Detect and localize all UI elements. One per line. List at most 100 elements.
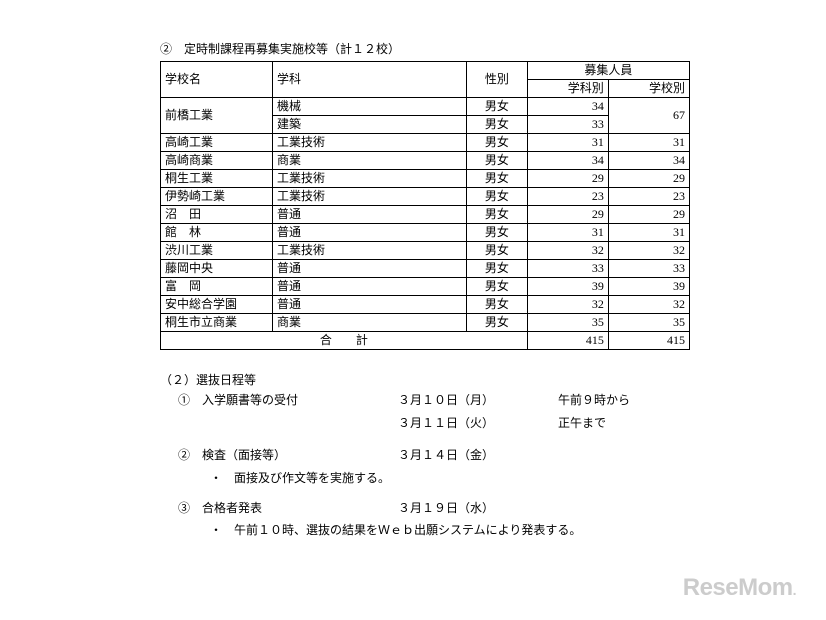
cell-gender: 男女 (467, 296, 528, 314)
cell-school: 藤岡中央 (161, 260, 273, 278)
cell-school-num: 32 (608, 296, 689, 314)
cell-dept-num: 23 (527, 188, 608, 206)
total-row: 合 計 415 415 (161, 332, 690, 350)
table-row: 高崎商業商業男女3434 (161, 152, 690, 170)
schedule-label: ③ 合格者発表 (178, 498, 398, 518)
cell-dept: 建築 (272, 116, 466, 134)
cell-gender: 男女 (467, 206, 528, 224)
cell-gender: 男女 (467, 116, 528, 134)
cell-school: 桐生工業 (161, 170, 273, 188)
cell-school: 安中総合学園 (161, 296, 273, 314)
table-row: 伊勢崎工業工業技術男女2323 (161, 188, 690, 206)
cell-gender: 男女 (467, 242, 528, 260)
cell-dept: 工業技術 (272, 134, 466, 152)
cell-dept: 普通 (272, 260, 466, 278)
schedule-label (178, 413, 398, 433)
watermark-logo: ReseMom. (683, 574, 796, 602)
cell-school-num: 39 (608, 278, 689, 296)
cell-dept-num: 29 (527, 170, 608, 188)
cell-school: 沼 田 (161, 206, 273, 224)
th-quota-dept: 学科別 (527, 80, 608, 98)
cell-gender: 男女 (467, 152, 528, 170)
cell-dept-num: 34 (527, 152, 608, 170)
cell-dept-num: 33 (527, 116, 608, 134)
cell-dept-num: 32 (527, 296, 608, 314)
cell-dept: 工業技術 (272, 170, 466, 188)
cell-gender: 男女 (467, 98, 528, 116)
cell-dept: 商業 (272, 314, 466, 332)
schedule-note: ・ 面接及び作文等を実施する。 (160, 468, 696, 488)
table-row: 渋川工業工業技術男女3232 (161, 242, 690, 260)
table-row: 沼 田普通男女2929 (161, 206, 690, 224)
cell-gender: 男女 (467, 278, 528, 296)
total-label: 合 計 (161, 332, 528, 350)
cell-dept: 商業 (272, 152, 466, 170)
cell-school: 富 岡 (161, 278, 273, 296)
cell-school: 桐生市立商業 (161, 314, 273, 332)
cell-school: 高崎商業 (161, 152, 273, 170)
cell-school-num: 31 (608, 224, 689, 242)
cell-school-num: 23 (608, 188, 689, 206)
cell-school: 高崎工業 (161, 134, 273, 152)
cell-dept: 工業技術 (272, 188, 466, 206)
th-dept: 学科 (272, 62, 466, 98)
cell-dept-num: 34 (527, 98, 608, 116)
section-title: ② 定時制課程再募集実施校等（計１２校） (160, 40, 696, 57)
cell-gender: 男女 (467, 170, 528, 188)
table-row: 高崎工業工業技術男女3131 (161, 134, 690, 152)
schedule-time: 午前９時から (558, 390, 630, 410)
schedule-line: ① 入学願書等の受付３月１０日（月）午前９時から (160, 390, 696, 410)
schedule-line: ３月１１日（火）正午まで (160, 413, 696, 433)
schedule-date: ３月１４日（金） (398, 445, 558, 465)
cell-dept-num: 31 (527, 134, 608, 152)
cell-dept: 普通 (272, 224, 466, 242)
cell-dept-num: 39 (527, 278, 608, 296)
schedule-line: ② 検査（面接等）３月１４日（金） (160, 445, 696, 465)
schedule-time: 正午まで (558, 413, 606, 433)
th-school: 学校名 (161, 62, 273, 98)
cell-dept-num: 32 (527, 242, 608, 260)
cell-school-num: 32 (608, 242, 689, 260)
schedule-note: ・ 午前１０時、選抜の結果をＷｅｂ出願システムにより発表する。 (160, 520, 696, 540)
schedule-date: ３月１０日（月） (398, 390, 558, 410)
th-quota: 募集人員 (527, 62, 689, 80)
cell-school-num: 29 (608, 170, 689, 188)
cell-gender: 男女 (467, 314, 528, 332)
schedule-date: ３月１１日（火） (398, 413, 558, 433)
cell-dept: 工業技術 (272, 242, 466, 260)
cell-dept: 普通 (272, 206, 466, 224)
cell-dept: 普通 (272, 296, 466, 314)
cell-gender: 男女 (467, 260, 528, 278)
schedule-date: ３月１９日（水） (398, 498, 558, 518)
table-row: 藤岡中央普通男女3333 (161, 260, 690, 278)
cell-gender: 男女 (467, 134, 528, 152)
table-row: 桐生工業工業技術男女2929 (161, 170, 690, 188)
cell-school-num: 33 (608, 260, 689, 278)
cell-school: 前橋工業 (161, 98, 273, 134)
schedule-section: （２）選抜日程等 ① 入学願書等の受付３月１０日（月）午前９時から３月１１日（火… (160, 370, 696, 541)
table-row: 安中総合学園普通男女3232 (161, 296, 690, 314)
cell-dept-num: 35 (527, 314, 608, 332)
total-school: 415 (608, 332, 689, 350)
schedule-label: ① 入学願書等の受付 (178, 390, 398, 410)
cell-gender: 男女 (467, 224, 528, 242)
table-row: 館 林普通男女3131 (161, 224, 690, 242)
th-quota-school: 学校別 (608, 80, 689, 98)
cell-dept-num: 31 (527, 224, 608, 242)
schedule-line: ③ 合格者発表３月１９日（水） (160, 498, 696, 518)
cell-dept-num: 29 (527, 206, 608, 224)
cell-dept: 普通 (272, 278, 466, 296)
total-dept: 415 (527, 332, 608, 350)
cell-school-num: 31 (608, 134, 689, 152)
cell-dept-num: 33 (527, 260, 608, 278)
cell-dept: 機械 (272, 98, 466, 116)
cell-school: 館 林 (161, 224, 273, 242)
schedule-heading: （２）選抜日程等 (160, 370, 696, 390)
cell-school-num: 35 (608, 314, 689, 332)
cell-gender: 男女 (467, 188, 528, 206)
cell-school: 渋川工業 (161, 242, 273, 260)
cell-school-num: 67 (608, 98, 689, 134)
cell-school-num: 29 (608, 206, 689, 224)
table-row: 富 岡普通男女3939 (161, 278, 690, 296)
recruitment-table: 学校名 学科 性別 募集人員 学科別 学校別 前橋工業機械男女3467建築男女3… (160, 61, 690, 350)
